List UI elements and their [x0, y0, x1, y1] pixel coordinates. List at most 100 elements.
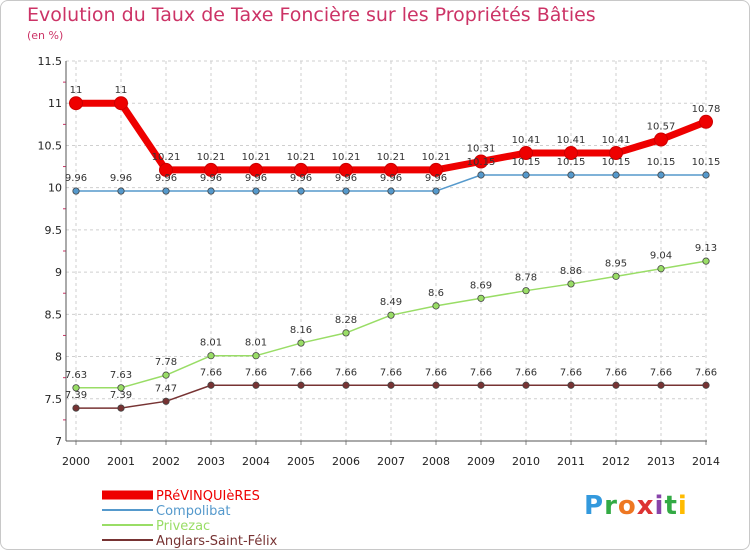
data-label: 7.63 [110, 370, 132, 381]
data-point [702, 381, 710, 389]
data-point [474, 154, 488, 169]
x-tick-label: 2001 [107, 455, 135, 468]
data-point [117, 404, 125, 412]
legend-label: Anglars-Saint-Félix [156, 534, 278, 549]
data-label: 7.66 [470, 367, 492, 378]
data-point [609, 146, 623, 161]
data-label: 9.96 [335, 173, 357, 184]
data-label: 7.66 [650, 367, 672, 378]
x-tick-label: 2010 [512, 455, 540, 468]
data-point [477, 381, 485, 389]
data-point [564, 146, 578, 161]
data-label: 9.96 [155, 173, 177, 184]
data-label: 8.95 [605, 258, 627, 269]
x-tick-label: 2000 [62, 455, 90, 468]
data-label: 7.66 [335, 367, 357, 378]
proxiti-logo: Proxiti [584, 491, 688, 521]
data-label: 9.96 [110, 173, 132, 184]
y-tick-label: 10 [48, 182, 62, 195]
data-point [114, 96, 128, 111]
data-label: 7.78 [155, 357, 177, 368]
data-point [342, 187, 350, 195]
data-label: 7.66 [425, 367, 447, 378]
data-point [207, 381, 215, 389]
legend-label: Compolibat [156, 504, 230, 519]
data-point [522, 171, 530, 179]
data-label: 11 [115, 85, 128, 96]
data-label: 9.13 [695, 243, 717, 254]
data-label: 7.47 [155, 383, 177, 394]
data-label: 10.31 [467, 143, 496, 154]
data-label: 7.39 [65, 390, 87, 401]
data-label: 10.15 [467, 157, 496, 168]
data-point [207, 187, 215, 195]
data-label: 10.15 [557, 157, 586, 168]
legend-label: PRéVINQUIèRES [156, 489, 260, 504]
data-point [522, 381, 530, 389]
data-label: 9.96 [290, 173, 312, 184]
data-point [432, 302, 440, 310]
data-point [297, 187, 305, 195]
x-tick-label: 2004 [242, 455, 270, 468]
data-label: 7.66 [515, 367, 537, 378]
data-label: 10.21 [422, 152, 451, 163]
data-point [387, 381, 395, 389]
data-point [612, 381, 620, 389]
data-label: 10.21 [332, 152, 361, 163]
data-label: 10.78 [692, 104, 721, 115]
data-label: 9.96 [65, 173, 87, 184]
data-label: 10.21 [242, 152, 271, 163]
data-point [657, 381, 665, 389]
x-tick-label: 2014 [692, 455, 720, 468]
data-label: 9.96 [245, 173, 267, 184]
data-point [477, 294, 485, 302]
data-label: 7.66 [200, 367, 222, 378]
data-label: 7.66 [290, 367, 312, 378]
data-label: 10.15 [512, 157, 541, 168]
data-point [159, 162, 173, 177]
data-label: 10.21 [287, 152, 316, 163]
data-point [72, 187, 80, 195]
data-label: 8.28 [335, 315, 357, 326]
data-point [387, 311, 395, 319]
data-label: 9.96 [425, 173, 447, 184]
data-point [297, 339, 305, 347]
data-point [567, 280, 575, 288]
data-point [117, 187, 125, 195]
data-label: 9.96 [380, 173, 402, 184]
data-point [432, 187, 440, 195]
data-point [297, 381, 305, 389]
data-point [69, 96, 83, 111]
data-point [567, 171, 575, 179]
data-label: 10.15 [602, 157, 631, 168]
y-tick-label: 7.5 [45, 393, 63, 406]
data-point [249, 162, 263, 177]
data-label: 9.96 [200, 173, 222, 184]
y-tick-label: 8 [55, 351, 62, 364]
data-label: 7.66 [560, 367, 582, 378]
data-label: 8.6 [428, 288, 444, 299]
data-point [72, 404, 80, 412]
data-point [429, 162, 443, 177]
data-label: 8.78 [515, 273, 537, 284]
data-point [657, 265, 665, 273]
data-point [204, 162, 218, 177]
data-label: 10.21 [197, 152, 226, 163]
data-point [654, 132, 668, 147]
data-point [432, 381, 440, 389]
data-point [162, 187, 170, 195]
data-point [519, 146, 533, 161]
y-axis-unit: (en %) [27, 29, 64, 42]
data-point [522, 287, 530, 295]
data-label: 10.15 [647, 157, 676, 168]
data-label: 7.66 [380, 367, 402, 378]
data-point [117, 384, 125, 392]
data-point [702, 171, 710, 179]
data-point [657, 171, 665, 179]
data-label: 10.15 [692, 157, 721, 168]
data-point [72, 384, 80, 392]
data-label: 10.41 [557, 135, 586, 146]
data-point [612, 272, 620, 280]
data-point [339, 162, 353, 177]
